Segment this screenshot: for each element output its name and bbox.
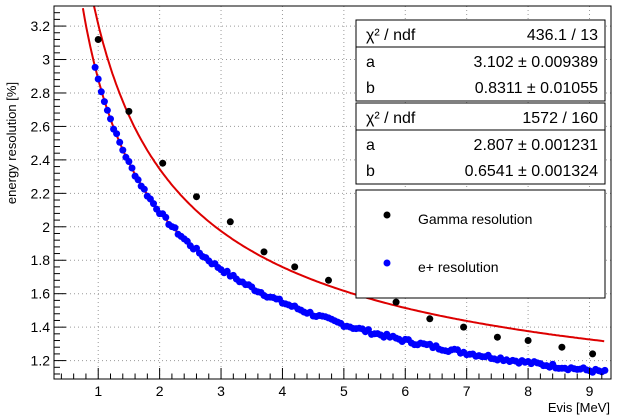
positron-point xyxy=(171,224,179,232)
y-axis-label: energy resolution [%] xyxy=(4,82,19,204)
legend-label-gamma: Gamma resolution xyxy=(418,211,532,227)
y-tick-label: 2.4 xyxy=(31,152,51,168)
gamma-point xyxy=(460,323,468,331)
legend-marker-positron xyxy=(383,259,391,267)
positron-point xyxy=(116,138,124,146)
gamma-point xyxy=(325,276,332,284)
plot-frame xyxy=(53,5,612,380)
stats-chi2-label: χ² / ndf xyxy=(366,110,416,127)
stats-box-gamma: χ² / ndf 436.1 / 13 a 3.102 ± 0.009389 b… xyxy=(355,19,606,102)
positron-point xyxy=(113,130,121,138)
legend-label-positron: e+ resolution xyxy=(418,259,499,275)
gamma-point xyxy=(291,263,299,271)
positron-point xyxy=(103,106,111,114)
positron-point xyxy=(125,158,133,165)
stats-b-value: 0.8311 ± 0.01055 xyxy=(475,80,598,97)
stats-box-positron: χ² / ndf 1572 / 160 a 2.807 ± 0.001231 b… xyxy=(355,102,606,185)
gamma-point xyxy=(94,36,102,43)
axis-ticks: 1 2 3 4 5 6 7 8 9 1.2 1.4 1.6 1.8 2 2.2 2.4 2.6 2.8 3 3.2 xyxy=(31,12,603,399)
x-tick-label: 4 xyxy=(279,383,287,399)
positron-point xyxy=(97,88,105,96)
positron-point xyxy=(140,185,148,193)
positron-point xyxy=(91,63,99,71)
positron-point xyxy=(94,75,102,83)
stats-chi2-value: 1572 / 160 xyxy=(522,110,598,127)
gamma-point xyxy=(159,159,167,167)
stats-b-label: b xyxy=(366,80,375,97)
fit-curve-gamma xyxy=(92,5,605,343)
y-tick-label: 2.8 xyxy=(31,85,51,101)
positron-point xyxy=(107,115,114,123)
y-tick-label: 1.8 xyxy=(31,252,51,268)
gamma-point xyxy=(589,350,597,358)
y-tick-label: 2.6 xyxy=(31,118,51,134)
y-tick-label: 2 xyxy=(42,219,50,235)
x-tick-label: 5 xyxy=(340,383,348,399)
stats-chi2-value: 436.1 / 13 xyxy=(527,27,598,44)
positron-point xyxy=(128,164,136,172)
gamma-point xyxy=(193,193,200,201)
positron-point xyxy=(150,200,157,208)
y-tick-label: 1.2 xyxy=(31,353,51,369)
gamma-point xyxy=(558,343,566,351)
y-tick-label: 1.4 xyxy=(31,319,51,335)
positron-point xyxy=(134,176,142,184)
x-tick-label: 9 xyxy=(586,383,594,399)
gamma-point xyxy=(125,107,133,115)
y-tick-label: 2.2 xyxy=(31,185,51,201)
data-points xyxy=(91,36,609,376)
stats-b-label: b xyxy=(366,163,375,180)
gamma-point xyxy=(260,248,268,256)
stats-chi2-label: χ² / ndf xyxy=(366,27,416,44)
positron-point xyxy=(601,366,609,374)
stats-a-value: 2.807 ± 0.001231 xyxy=(474,137,599,154)
stats-a-value: 3.102 ± 0.009389 xyxy=(474,54,599,71)
gamma-point xyxy=(426,315,434,323)
y-tick-label: 3.2 xyxy=(31,18,51,34)
gamma-point xyxy=(524,337,532,344)
x-tick-label: 8 xyxy=(524,383,532,399)
x-tick-label: 7 xyxy=(463,383,471,399)
positron-point xyxy=(162,213,170,221)
stats-a-label: a xyxy=(366,54,375,71)
x-tick-label: 1 xyxy=(94,383,102,399)
legend: Gamma resolution e+ resolution xyxy=(355,189,606,299)
positron-point xyxy=(100,98,108,106)
gamma-point xyxy=(392,298,400,306)
x-tick-label: 3 xyxy=(217,383,225,399)
y-tick-label: 1.6 xyxy=(31,286,51,302)
legend-marker-gamma xyxy=(383,211,391,219)
stats-b-value: 0.6541 ± 0.001324 xyxy=(465,163,598,180)
x-tick-label: 6 xyxy=(401,383,409,399)
y-tick-label: 3 xyxy=(42,52,50,68)
positron-point xyxy=(119,146,127,154)
gamma-point xyxy=(226,218,234,226)
x-tick-label: 2 xyxy=(156,383,164,399)
stats-a-label: a xyxy=(366,137,375,154)
gamma-point xyxy=(493,333,501,341)
x-axis-label: Evis [MeV] xyxy=(548,400,610,415)
